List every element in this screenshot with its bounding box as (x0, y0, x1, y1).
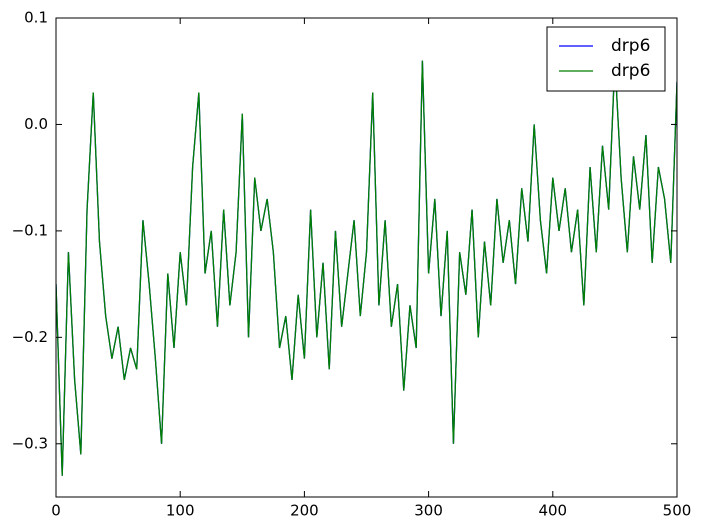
legend-label: drp6 (611, 36, 650, 56)
y-tick-label: −0.3 (12, 434, 48, 452)
x-tick-label: 100 (166, 502, 195, 520)
y-tick-label: 0.1 (24, 9, 48, 27)
plot (56, 60, 677, 476)
x-tick-label: 500 (663, 502, 692, 520)
legend-label: drp6 (611, 61, 650, 81)
legend-box (546, 26, 666, 92)
y-tick-label: 0.0 (24, 115, 48, 133)
data-line (56, 60, 677, 476)
x-tick-label: 300 (414, 502, 443, 520)
data-line (56, 60, 677, 476)
x-tick-label: 0 (51, 502, 61, 520)
y-tick-label: −0.1 (12, 221, 48, 239)
plot-frame (55, 17, 678, 498)
x-tick-label: 400 (538, 502, 567, 520)
y-tick-label: −0.2 (12, 328, 48, 346)
x-tick-label: 200 (290, 502, 319, 520)
